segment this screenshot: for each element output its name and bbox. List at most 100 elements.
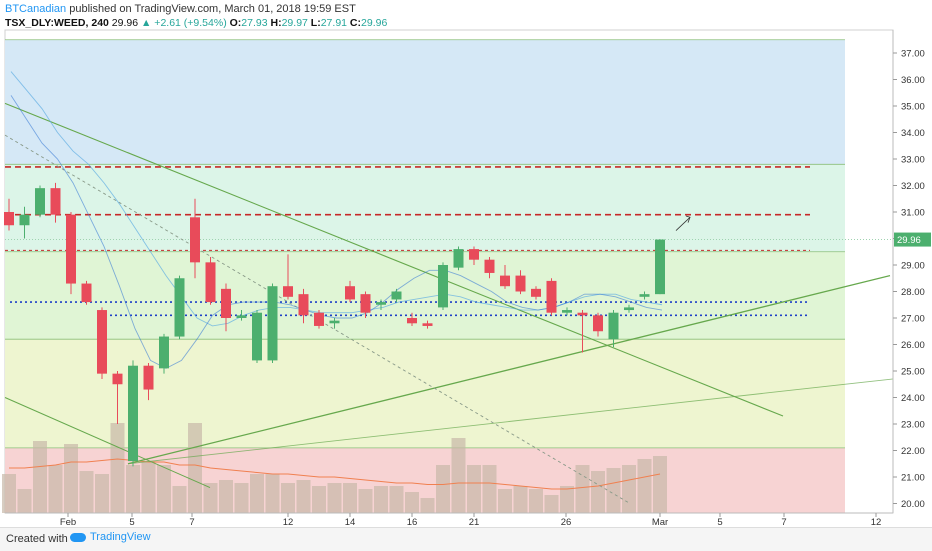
volume-bar (126, 465, 140, 513)
candle-body (546, 280, 557, 313)
volume-bar (327, 483, 342, 513)
candle-body (500, 275, 510, 287)
candle-body (283, 286, 293, 297)
candle-body (174, 278, 185, 337)
volume-bar (281, 483, 295, 513)
price-tick-label: 24.00 (901, 393, 925, 404)
candle-body (190, 217, 200, 263)
volume-bar (33, 441, 47, 513)
candle-body (329, 320, 340, 324)
symbol-info: TSX_DLY:WEED, 240 29.96 ▲ +2.61 (+9.54%)… (5, 17, 387, 29)
close-value: 29.96 (361, 17, 388, 29)
candle-body (205, 262, 216, 303)
time-tick-label: 21 (469, 517, 480, 527)
volume-bar (265, 474, 280, 513)
volume-bar (606, 468, 621, 513)
symbol-label: TSX_DLY:WEED, 240 (5, 17, 109, 29)
candle-body (515, 275, 526, 292)
last-price-tag (894, 232, 931, 247)
volume-bar (188, 423, 202, 513)
volume-bar (2, 474, 16, 513)
price-tick-label: 26.00 (901, 340, 925, 351)
arrow-head (685, 215, 691, 223)
time-tick-label: 5 (129, 517, 134, 527)
volume-bar (482, 465, 497, 513)
candle-body (639, 294, 650, 297)
volume-bar (219, 480, 233, 513)
price-chart[interactable]: 37.0036.0035.0034.0033.0032.0031.0030.00… (0, 0, 932, 527)
low-value: 27.91 (320, 17, 347, 29)
zone-green (5, 251, 845, 340)
volume-bar (467, 465, 481, 513)
candle-body (66, 214, 76, 284)
zone-yellow (5, 339, 845, 448)
candle-body (35, 188, 45, 215)
candle-body (267, 286, 278, 361)
created-with-text: Created with (6, 533, 68, 545)
volume-bar (141, 462, 156, 513)
time-tick-label: 7 (781, 517, 786, 527)
volume-bar (343, 483, 357, 513)
volume-bar (312, 486, 326, 513)
volume-bar (451, 438, 466, 513)
price-change: ▲ +2.61 (+9.54%) (141, 17, 227, 29)
candle-body (159, 336, 169, 369)
volume-bar (653, 456, 667, 513)
arrow-shaft (675, 217, 691, 231)
price-tick-label: 35.00 (901, 102, 925, 113)
candle-body (314, 312, 324, 326)
volume-bar (234, 483, 249, 513)
volume-bar (250, 474, 264, 513)
cloud-icon (70, 532, 86, 542)
last-price-label: 29.96 (897, 235, 921, 246)
volume-bar (64, 444, 78, 513)
candle-body (593, 315, 603, 332)
candle-body (624, 307, 634, 311)
candle-body (453, 249, 464, 268)
candle-body (407, 318, 417, 324)
price-tick-label: 34.00 (901, 128, 925, 139)
close-label: C: (349, 17, 362, 29)
volume-bar (95, 474, 109, 513)
price-tick-label: 22.00 (901, 446, 925, 457)
volume-bar (48, 465, 63, 513)
candle-body (50, 188, 61, 215)
volume-bar (17, 489, 32, 513)
volume-bar (529, 489, 543, 513)
price-tick-label: 31.00 (901, 208, 925, 219)
time-axis[interactable]: Feb 5 7 12 14 16 21 26 Mar 5 7 12 (5, 512, 893, 527)
open-label: O: (229, 17, 242, 29)
author-name[interactable]: BTCanadian (5, 3, 67, 15)
tradingview-logo[interactable]: TradingView (70, 531, 151, 543)
candle-body (221, 288, 231, 318)
price-tick-label: 37.00 (901, 49, 925, 60)
time-tick-label: 12 (283, 517, 294, 527)
price-tick-label: 20.00 (901, 499, 925, 510)
brand-name: TradingView (90, 531, 151, 543)
candle-body (19, 214, 30, 226)
volume-bar (637, 459, 652, 513)
volume-bar (79, 471, 94, 513)
trendline-down (4, 102, 784, 417)
candle-body (391, 291, 402, 300)
volume-bar (405, 492, 419, 513)
price-tick-label: 29.00 (901, 261, 925, 272)
published-text: published on TradingView.com, March 01, … (69, 3, 356, 15)
candle-body (469, 249, 479, 260)
time-tick-label: Feb (60, 517, 76, 527)
time-tick-label: 5 (717, 517, 722, 527)
volume-bar (203, 483, 218, 513)
trendline-lower (4, 397, 211, 489)
volume-bar (513, 486, 528, 513)
drawings (4, 71, 894, 504)
trendline-up-minor (127, 378, 894, 465)
candle-body (531, 288, 541, 297)
price-axis[interactable]: 37.0036.0035.0034.0033.0032.0031.0030.00… (892, 30, 932, 513)
price-tick-label: 27.00 (901, 314, 925, 325)
high-value: 29.97 (281, 17, 308, 29)
time-tick-label: 26 (561, 517, 572, 527)
price-tick-label: 23.00 (901, 420, 925, 431)
chart-header: BTCanadian published on TradingView.com,… (0, 0, 932, 32)
candle-body (484, 259, 495, 273)
volume-bar (358, 489, 373, 513)
